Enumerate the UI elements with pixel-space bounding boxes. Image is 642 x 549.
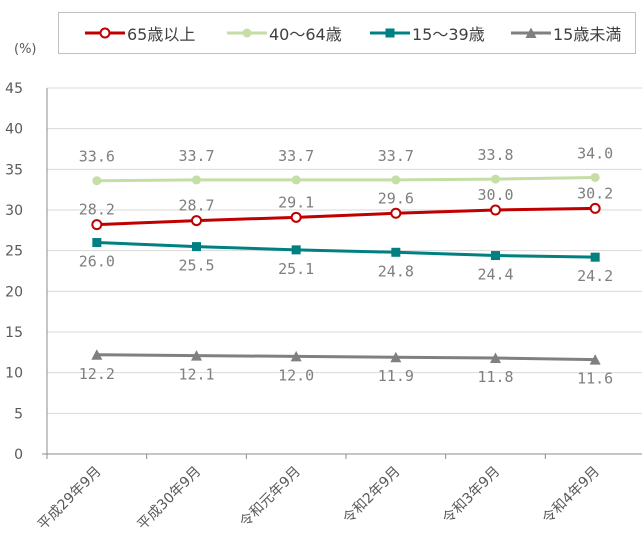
series-line-3 (96, 353, 596, 362)
point-marker-0-5 (589, 202, 601, 214)
legend-marker-65-plus (85, 27, 125, 39)
point-marker-1-5 (590, 172, 600, 182)
legend-item-under-15: 15歳未満 (511, 13, 621, 53)
legend-label-15-39: 15～39歳 (412, 25, 485, 44)
point-marker-3-3 (390, 351, 402, 363)
y-tick-label-30: 30 (5, 203, 23, 219)
x-tick-label-3: 令和2年9月 (340, 464, 404, 528)
point-marker-2-2 (291, 245, 301, 255)
data-label-3-4: 11.8 (477, 368, 513, 386)
legend-item-15-39: 15～39歳 (370, 13, 485, 53)
data-label-1-0: 33.6 (79, 148, 115, 166)
point-marker-2-3 (391, 247, 401, 257)
point-marker-2-5 (590, 252, 600, 262)
data-label-1-2: 33.7 (278, 147, 314, 165)
x-tick-label-1: 平成30年9月 (135, 464, 205, 534)
data-label-3-3: 11.9 (378, 367, 414, 385)
point-marker-3-0 (91, 349, 103, 360)
data-label-2-4: 24.4 (477, 266, 513, 284)
point-marker-3-5 (589, 354, 601, 365)
y-tick-label-0: 0 (14, 447, 23, 463)
data-label-3-0: 12.2 (79, 365, 115, 383)
series-2: 26.0 25.5 25.1 24.8 24.4 24.2 (79, 238, 613, 285)
legend-item-65-plus: 65歳以上 (85, 13, 195, 53)
point-marker-0-1 (191, 215, 202, 227)
data-label-0-4: 30.0 (477, 186, 513, 204)
point-marker-0-4 (490, 204, 501, 216)
legend: 65歳以上 40～64歳 15～39歳 15歳未満 (58, 12, 636, 54)
x-tick-label-0: 平成29年9月 (35, 464, 105, 534)
y-tick-label-35: 35 (5, 162, 23, 178)
y-tick-label-25: 25 (5, 244, 23, 260)
data-label-1-3: 33.7 (378, 147, 414, 165)
y-tick-label-45: 45 (5, 81, 23, 97)
data-label-1-4: 33.8 (477, 146, 513, 164)
point-marker-3-4 (490, 352, 501, 364)
data-label-2-0: 26.0 (79, 253, 115, 271)
point-marker-1-2 (291, 175, 301, 185)
legend-marker-15-39 (370, 28, 410, 38)
y-tick-label-20: 20 (5, 284, 23, 300)
legend-marker-40-64 (227, 28, 267, 38)
series-3: 12.2 12.1 12.0 11.9 11.8 11.6 (79, 349, 613, 388)
point-marker-2-0 (92, 238, 102, 248)
series-0: 28.2 28.7 29.1 29.6 30.0 30.2 (79, 184, 613, 231)
legend-label-65-plus: 65歳以上 (127, 25, 196, 44)
data-label-0-5: 30.2 (577, 184, 613, 202)
y-tick-label-10: 10 (5, 366, 23, 382)
data-label-0-0: 28.2 (79, 201, 115, 219)
data-label-3-2: 12.0 (278, 366, 314, 384)
y-tick-label-40: 40 (5, 122, 23, 138)
point-marker-2-1 (192, 242, 201, 252)
point-marker-1-1 (192, 175, 201, 185)
x-tick-label-4: 令和3年9月 (440, 464, 504, 528)
point-marker-1-0 (92, 176, 102, 186)
series-line-0 (96, 206, 596, 227)
series-1: 33.6 33.7 33.7 33.7 33.8 34.0 (79, 144, 613, 186)
data-label-1-5: 34.0 (577, 144, 613, 162)
point-marker-0-0 (91, 219, 103, 231)
y-tick-label-15: 15 (5, 325, 23, 341)
data-label-0-1: 28.7 (178, 197, 214, 215)
data-label-2-5: 24.2 (577, 267, 613, 285)
data-label-1-1: 33.7 (178, 147, 214, 165)
point-marker-1-4 (491, 174, 500, 184)
legend-marker-under-15 (511, 27, 551, 38)
point-marker-2-4 (491, 251, 500, 261)
data-label-3-1: 12.1 (178, 366, 214, 384)
point-marker-0-2 (290, 211, 302, 223)
point-marker-1-3 (391, 175, 401, 185)
series-line-2 (96, 241, 596, 259)
point-marker-3-2 (290, 350, 302, 362)
legend-label-under-15: 15歳未満 (553, 25, 622, 44)
y-tick-label-5: 5 (14, 406, 23, 422)
data-label-2-3: 24.8 (378, 262, 414, 280)
point-marker-0-3 (390, 207, 402, 219)
data-label-0-3: 29.6 (378, 189, 414, 207)
point-marker-3-1 (191, 350, 202, 361)
data-label-3-5: 11.6 (577, 370, 613, 388)
legend-label-40-64: 40～64歳 (269, 25, 342, 44)
series-line-1 (96, 175, 596, 183)
data-label-2-1: 25.5 (178, 257, 214, 275)
x-tick-label-2: 令和元年9月 (237, 464, 304, 531)
y-axis-unit-label: (%) (14, 42, 37, 57)
legend-item-40-64: 40～64歳 (227, 13, 342, 53)
data-label-0-2: 29.1 (278, 193, 314, 211)
x-tick-label-5: 令和4年9月 (539, 464, 603, 528)
data-label-2-2: 25.1 (278, 260, 314, 278)
